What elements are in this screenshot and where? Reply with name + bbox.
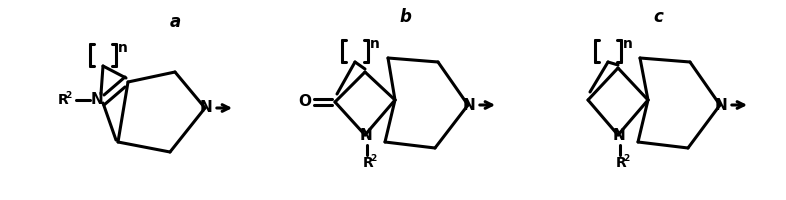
Text: 2: 2 [370, 154, 376, 163]
Text: R: R [57, 93, 68, 107]
Text: n: n [370, 37, 380, 51]
Text: a: a [169, 13, 181, 31]
Text: N: N [463, 98, 476, 112]
Text: N: N [200, 100, 212, 116]
Text: N: N [360, 128, 373, 142]
Text: R: R [362, 156, 373, 170]
Text: 2: 2 [623, 154, 630, 163]
Text: c: c [653, 8, 663, 26]
Text: R: R [615, 156, 626, 170]
Text: N: N [714, 98, 727, 112]
Text: N: N [612, 128, 626, 142]
Text: N: N [90, 92, 104, 108]
Text: O: O [299, 95, 311, 110]
Text: b: b [399, 8, 411, 26]
Text: n: n [118, 41, 128, 55]
Text: 2: 2 [65, 91, 72, 100]
Text: n: n [623, 37, 633, 51]
